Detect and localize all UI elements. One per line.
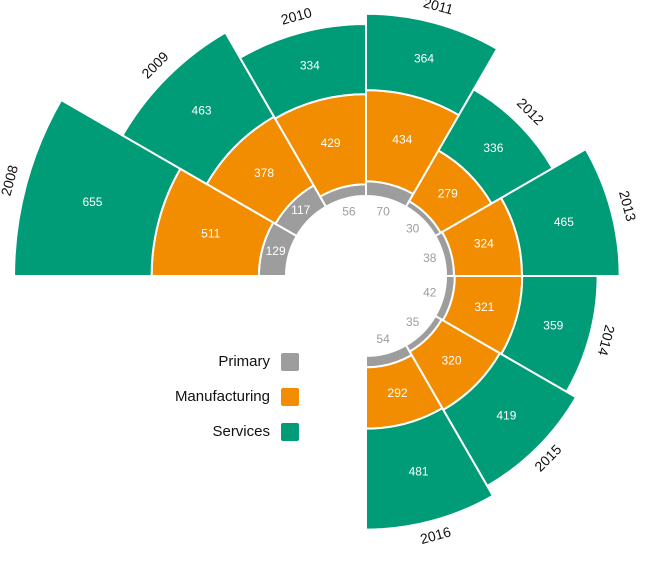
legend-label: Primary	[218, 353, 270, 370]
value-label: 324	[474, 237, 494, 251]
value-label: 279	[438, 186, 458, 200]
value-label: 292	[388, 386, 408, 400]
value-label: 35	[406, 315, 420, 329]
value-label: 42	[423, 285, 437, 299]
year-label: 2010	[279, 4, 313, 28]
value-label: 117	[291, 203, 310, 217]
value-label: 511	[201, 227, 220, 241]
value-label: 30	[406, 222, 420, 236]
value-label: 655	[82, 195, 102, 209]
bar-segment	[121, 31, 276, 186]
value-label: 378	[254, 166, 274, 180]
legend-label: Manufacturing	[175, 388, 270, 405]
value-label: 463	[192, 104, 212, 118]
value-label: 336	[483, 141, 503, 155]
legend-swatch	[281, 423, 299, 441]
bar-segment	[13, 98, 182, 277]
year-label: 2013	[616, 189, 640, 223]
year-label: 2011	[422, 0, 455, 18]
value-label: 364	[414, 52, 434, 66]
bar-segment	[365, 12, 499, 117]
year-label: 2008	[0, 163, 21, 197]
value-label: 321	[474, 300, 494, 314]
value-label: 54	[376, 332, 390, 346]
value-label: 419	[496, 409, 516, 423]
value-label: 320	[442, 354, 462, 368]
value-label: 56	[342, 204, 356, 218]
value-label: 359	[543, 318, 563, 332]
bar-segment	[499, 147, 621, 277]
value-label: 129	[266, 244, 286, 258]
year-label: 2016	[418, 523, 452, 547]
value-label: 434	[392, 133, 412, 147]
legend-label: Services	[212, 423, 270, 440]
bar-segment	[365, 406, 495, 531]
legend-swatch	[281, 388, 299, 406]
year-label: 2014	[595, 323, 619, 357]
value-label: 38	[423, 251, 437, 265]
value-label: 465	[554, 215, 574, 229]
value-label: 334	[300, 59, 320, 73]
legend-swatch	[281, 353, 299, 371]
value-label: 70	[376, 204, 390, 218]
value-label: 481	[409, 464, 429, 478]
value-label: 429	[321, 136, 341, 150]
